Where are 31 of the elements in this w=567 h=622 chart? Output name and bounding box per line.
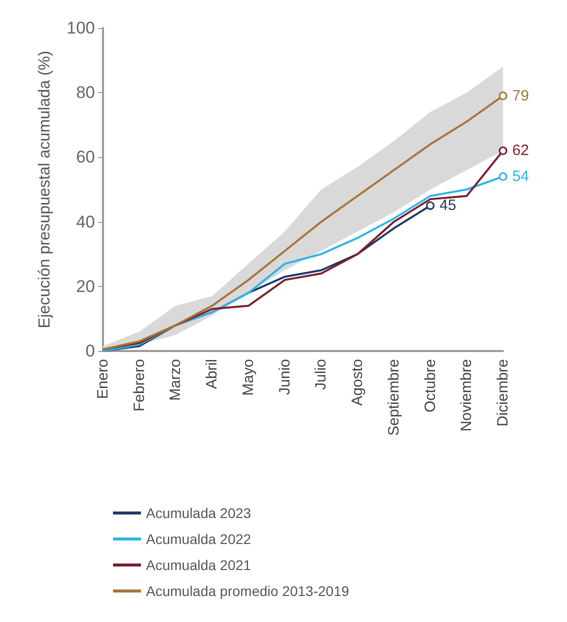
x-tick-label: Enero (94, 359, 112, 400)
x-tick-label: Febrero (130, 359, 148, 412)
point (426, 201, 435, 210)
data-label: 54 (512, 168, 529, 186)
legend-label: Acumulada 2023 (146, 505, 252, 521)
x-tick-label: Septiembre (385, 359, 402, 436)
x-tick-label: Noviembre (458, 359, 476, 432)
y-tick-label: 20 (76, 276, 95, 296)
x-tick-label: Octubre (422, 359, 439, 412)
x-tick-label: Agosto (349, 359, 366, 406)
data-label: 45 (440, 197, 456, 214)
y-tick-label: 40 (76, 212, 95, 232)
legend-label: Acumulada promedio 2013-2019 (146, 583, 350, 599)
x-tick-label: Julio (312, 359, 330, 390)
point (498, 92, 508, 100)
legend-label: Acumualda 2021 (146, 557, 252, 573)
data-label: 79 (512, 87, 529, 104)
point (498, 172, 508, 181)
y-axis-title: Ejecución presupuestal acumulada (%) (36, 50, 54, 328)
y-tick-label: 0 (86, 342, 95, 360)
point (498, 146, 508, 155)
x-tick-label: Diciembre (494, 359, 512, 427)
y-tick-label: 80 (76, 83, 95, 102)
y-tick-label: 100 (66, 18, 95, 38)
data-label: 62 (512, 142, 529, 160)
x-tick-label: Mayo (240, 359, 257, 396)
x-tick-label: Junio (276, 359, 294, 395)
x-tick-label: Abril (204, 359, 221, 390)
legend-label: Acumualda 2022 (146, 531, 252, 547)
y-tick-label: 60 (76, 148, 95, 167)
x-tick-label: Marzo (167, 359, 184, 401)
